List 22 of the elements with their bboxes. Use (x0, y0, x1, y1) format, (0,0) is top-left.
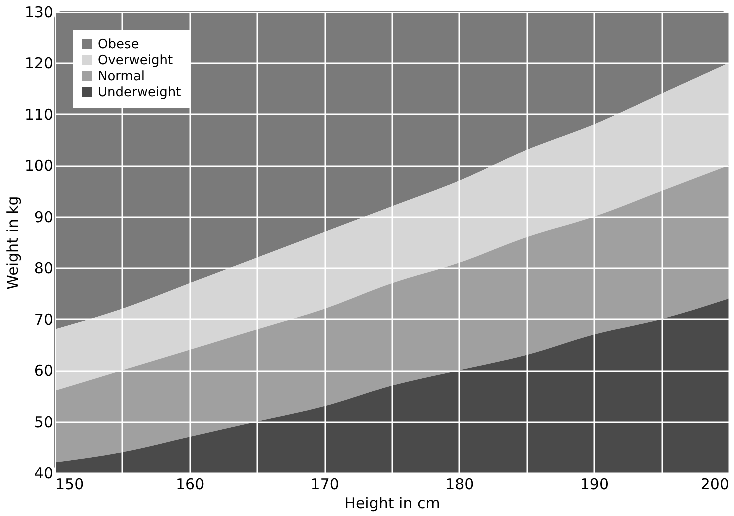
legend-label: Underweight (98, 86, 182, 100)
x-tick-label: 180 (446, 476, 474, 494)
x-tick-label: 170 (310, 476, 340, 494)
legend-label: Normal (98, 70, 146, 84)
y-tick-label: 120 (24, 54, 54, 73)
x-axis-title: Height in cm (344, 494, 440, 512)
y-tick-label: 60 (34, 362, 54, 380)
y-tick-label: 40 (34, 464, 54, 482)
x-tick-label: 150 (56, 476, 84, 494)
y-tick-label: 80 (34, 260, 54, 278)
y-tick-label: 130 (24, 4, 54, 22)
x-tick-label: 160 (176, 476, 205, 494)
y-tick-label: 90 (34, 208, 54, 226)
y-tick-label: 100 (24, 157, 54, 176)
x-tick-label: 200 (700, 476, 730, 494)
y-tick-label: 70 (34, 310, 54, 329)
x-tick-label: 190 (580, 476, 610, 494)
y-axis-title: Weight in kg (4, 196, 22, 290)
legend-label: Obese (98, 38, 140, 52)
legend-label: Overweight (98, 54, 174, 68)
y-tick-label: 110 (24, 106, 54, 124)
y-tick-label: 50 (34, 413, 54, 432)
